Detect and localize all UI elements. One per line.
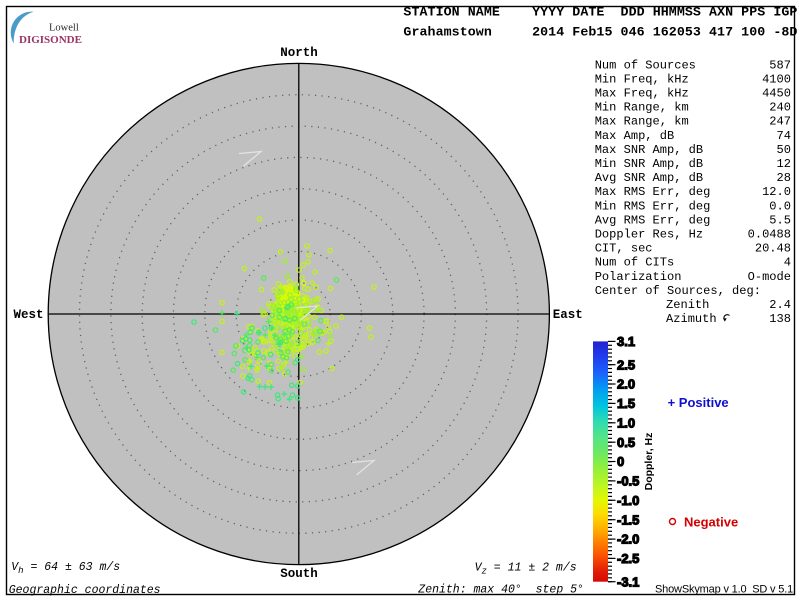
svg-text:4450: 4450	[762, 87, 791, 101]
svg-text:0.0: 0.0	[769, 199, 791, 213]
svg-text:12: 12	[777, 157, 791, 171]
svg-text:Grahamstown 2014 Feb15 046: Grahamstown 2014 Feb15 046 162053 417 10…	[403, 25, 797, 40]
svg-text:4: 4	[784, 256, 791, 270]
svg-text:Min Range, km: Min Range, km	[595, 101, 689, 115]
svg-text:STATION NAME YYYY DATE DDD: STATION NAME YYYY DATE DDD HHMMSS AXN PP…	[403, 5, 797, 20]
svg-text:4100: 4100	[762, 72, 791, 86]
svg-text:Geographic coordinates: Geographic coordinates	[9, 584, 161, 597]
svg-text:+ Positive: + Positive	[668, 395, 729, 410]
svg-text:587: 587	[769, 58, 791, 72]
svg-text:Min SNR Amp, dB: Min SNR Amp, dB	[595, 157, 703, 171]
svg-text:Num of Sources: Num of Sources	[595, 58, 696, 72]
svg-text:North: North	[280, 46, 318, 60]
svg-text:Azimuth: Azimuth	[666, 312, 717, 326]
svg-text:50: 50	[777, 143, 791, 157]
svg-text:South: South	[280, 567, 318, 581]
svg-text:Negative: Negative	[684, 515, 738, 530]
svg-text:-2.5: -2.5	[617, 551, 639, 566]
svg-text:Min RMS Err, deg: Min RMS Err, deg	[595, 199, 711, 213]
svg-text:Center of Sources, deg:: Center of Sources, deg:	[595, 284, 761, 298]
svg-text:20.48: 20.48	[755, 242, 791, 256]
svg-text:Zenith: Zenith	[666, 298, 709, 312]
svg-text:ShowSkymap v 1.0 SD v 5.1: ShowSkymap v 1.0 SD v 5.1	[655, 584, 793, 596]
svg-text:12.0: 12.0	[762, 185, 791, 199]
svg-text:-0.5: -0.5	[617, 474, 639, 489]
svg-text:Avg SNR Amp, dB: Avg SNR Amp, dB	[595, 171, 703, 185]
svg-text:1.5: 1.5	[617, 396, 635, 411]
svg-text:DIGISONDE: DIGISONDE	[19, 34, 82, 46]
svg-text:-3.1: -3.1	[617, 574, 639, 589]
svg-text:0: 0	[617, 454, 624, 469]
svg-text:-1.0: -1.0	[617, 493, 639, 508]
svg-text:Lowell: Lowell	[49, 23, 79, 34]
svg-text:74: 74	[777, 129, 791, 143]
svg-text:28: 28	[777, 171, 791, 185]
svg-text:247: 247	[769, 115, 791, 129]
svg-text:5.5: 5.5	[769, 213, 791, 227]
svg-text:1.0: 1.0	[617, 415, 635, 430]
svg-text:0.5: 0.5	[617, 435, 635, 450]
svg-text:Polarization: Polarization	[595, 270, 682, 284]
svg-text:Avg RMS Err, deg: Avg RMS Err, deg	[595, 213, 711, 227]
svg-text:West: West	[13, 308, 43, 322]
svg-text:O-mode: O-mode	[748, 270, 791, 284]
svg-text:Doppler Res, Hz: Doppler Res, Hz	[595, 228, 703, 242]
svg-text:2.5: 2.5	[617, 357, 635, 372]
svg-text:240: 240	[769, 101, 791, 115]
svg-text:East: East	[553, 308, 583, 322]
svg-text:2.4: 2.4	[769, 298, 791, 312]
svg-text:CIT, sec: CIT, sec	[595, 242, 653, 256]
svg-text:Min Freq, kHz: Min Freq, kHz	[595, 72, 689, 86]
svg-text:3.1: 3.1	[617, 334, 635, 349]
svg-text:Max Amp, dB: Max Amp, dB	[595, 129, 675, 143]
svg-text:Vh = 64 ± 63 m/s: Vh = 64 ± 63 m/s	[11, 561, 120, 576]
svg-text:Max Range, km: Max Range, km	[595, 115, 689, 129]
svg-text:138: 138	[769, 312, 791, 326]
svg-text:2.0: 2.0	[617, 377, 635, 392]
svg-text:Zenith: max 40° step 5°: Zenith: max 40° step 5°	[417, 583, 584, 596]
svg-text:Max Freq, kHz: Max Freq, kHz	[595, 87, 689, 101]
svg-text:Num of CITs: Num of CITs	[595, 256, 675, 270]
svg-text:-1.5: -1.5	[617, 512, 639, 527]
svg-text:Max SNR Amp, dB: Max SNR Amp, dB	[595, 143, 703, 157]
svg-text:-2.0: -2.0	[617, 532, 639, 547]
svg-text:Vz = 11 ± 2 m/s: Vz = 11 ± 2 m/s	[475, 561, 577, 576]
svg-text:Doppler, Hz: Doppler, Hz	[643, 433, 655, 491]
svg-text:0.0488: 0.0488	[748, 228, 791, 242]
svg-text:Max RMS Err, deg: Max RMS Err, deg	[595, 185, 711, 199]
